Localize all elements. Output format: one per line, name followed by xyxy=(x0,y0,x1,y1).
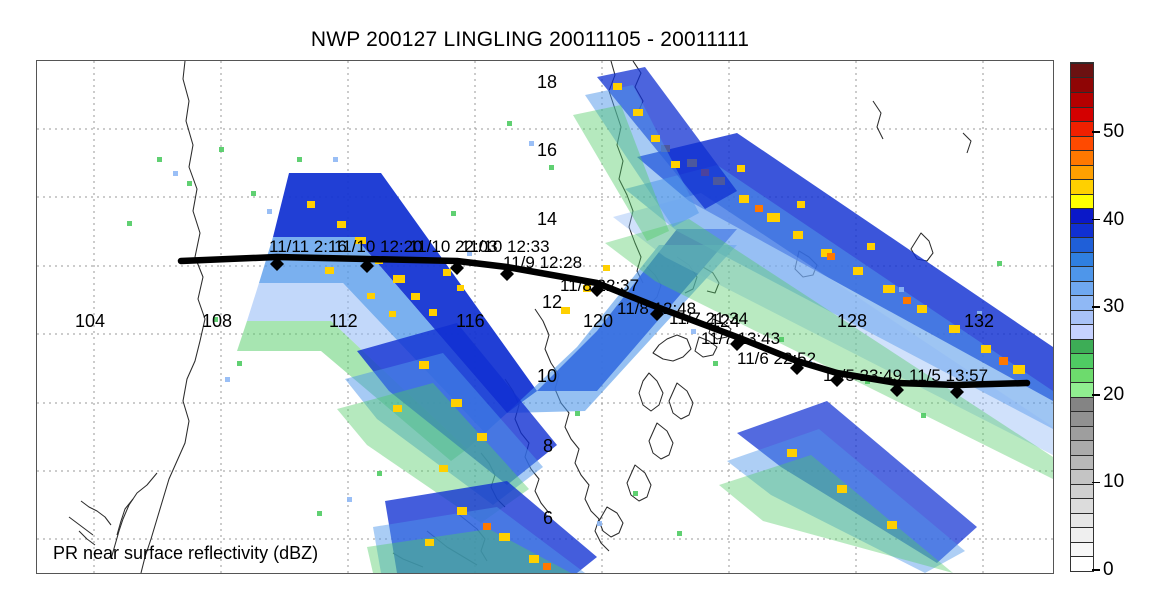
figure-title: NWP 200127 LINGLING 20011105 - 20011111 xyxy=(310,28,750,51)
colorbar-band-25 xyxy=(1071,193,1093,209)
colorbar-band-2 xyxy=(1071,527,1093,542)
colorbar-band-29 xyxy=(1071,135,1093,151)
colorbar-band-12 xyxy=(1071,382,1093,397)
colorbar-band-16 xyxy=(1071,324,1093,339)
track-label-10: 11/5 23:49 xyxy=(823,366,903,385)
lon-tick-112: 112 xyxy=(329,311,358,331)
lat-tick-8: 8 xyxy=(543,436,554,456)
lon-tick-120: 120 xyxy=(583,311,614,331)
colorbar-band-6 xyxy=(1071,469,1093,484)
track-label-7: 11/7 21:34 xyxy=(669,309,749,328)
map-plot-area xyxy=(37,61,1053,573)
colorbar-band-23 xyxy=(1071,222,1093,238)
lon-tick-128: 128 xyxy=(837,311,868,331)
track-label-4: 11/9 12:28 xyxy=(503,253,583,272)
track-label-2: 11/10 22:03 xyxy=(409,237,498,256)
colorbar-band-32 xyxy=(1071,91,1093,107)
track-label-3: 11/10 12:33 xyxy=(461,237,550,256)
colorbar-band-8 xyxy=(1071,440,1093,455)
lon-tick-132: 132 xyxy=(964,311,995,331)
colorbar-band-7 xyxy=(1071,454,1093,470)
colorbar-band-13 xyxy=(1071,367,1093,383)
colorbar-band-27 xyxy=(1071,164,1093,180)
track-label-5: 11/8 22:37 xyxy=(560,276,640,295)
colorbar-tick-30: 30 xyxy=(1092,297,1124,316)
colorbar-band-20 xyxy=(1071,266,1093,281)
colorbar-band-4 xyxy=(1071,498,1093,513)
colorbar-band-33 xyxy=(1071,77,1093,92)
track-label-0: 11/11 2:16 xyxy=(269,237,347,256)
colorbar-band-9 xyxy=(1071,425,1093,441)
lon-tick-104: 104 xyxy=(75,311,106,331)
lon-tick-124: 124 xyxy=(710,311,741,331)
map-axes[interactable]: 104 108 112 116 120 124 128 132 18 16 14… xyxy=(36,60,1054,574)
track-markers xyxy=(270,257,964,399)
reflectivity-swaths xyxy=(127,67,1053,573)
colorbar-tick-20: 20 xyxy=(1092,385,1124,404)
colorbar-band-11 xyxy=(1071,396,1093,412)
colorbar-band-3 xyxy=(1071,512,1093,528)
lon-tick-108: 108 xyxy=(202,311,233,331)
colorbar-band-21 xyxy=(1071,251,1093,267)
track-label-1: 11/10 12:20 xyxy=(334,237,423,256)
colorbar-band-19 xyxy=(1071,280,1093,296)
lat-tick-16: 16 xyxy=(537,140,558,160)
lat-tick-18: 18 xyxy=(537,72,558,92)
plot-caption: PR near surface reflectivity (dBZ) xyxy=(53,543,319,563)
colorbar-band-0 xyxy=(1071,556,1093,571)
colorbar-tick-50: 50 xyxy=(1092,122,1124,141)
track-label-6: 11/8 12:48 xyxy=(617,299,697,318)
colorbar-tick-10: 10 xyxy=(1092,472,1124,491)
colorbar-band-26 xyxy=(1071,179,1093,194)
colorbar-band-31 xyxy=(1071,106,1093,122)
track-label-8: 11/7 13:43 xyxy=(701,329,781,348)
lat-tick-6: 6 xyxy=(543,508,554,528)
colorbar[interactable] xyxy=(1070,62,1094,572)
colorbar-band-17 xyxy=(1071,309,1093,325)
colorbar-tick-0: 0 xyxy=(1092,560,1114,579)
colorbar-ticks: 0 10 20 30 40 50 xyxy=(1092,62,1162,579)
colorbar-band-22 xyxy=(1071,237,1093,252)
lat-tick-12: 12 xyxy=(542,292,563,312)
colorbar-band-24 xyxy=(1071,208,1093,223)
colorbar-band-34 xyxy=(1071,62,1093,78)
colorbar-band-15 xyxy=(1071,338,1093,354)
lat-tick-14: 14 xyxy=(537,209,558,229)
colorbar-band-1 xyxy=(1071,541,1093,557)
track-label-11: 11/5 13:57 xyxy=(909,366,989,385)
colorbar-band-5 xyxy=(1071,483,1093,499)
track-label-9: 11/6 22:52 xyxy=(737,349,817,368)
colorbar-tick-40: 40 xyxy=(1092,210,1124,229)
colorbar-band-28 xyxy=(1071,150,1093,165)
lon-tick-116: 116 xyxy=(456,311,485,331)
colorbar-band-14 xyxy=(1071,353,1093,368)
colorbar-band-18 xyxy=(1071,295,1093,310)
lat-tick-10: 10 xyxy=(537,366,558,386)
storm-track[interactable] xyxy=(177,253,1031,399)
colorbar-band-10 xyxy=(1071,411,1093,426)
colorbar-band-30 xyxy=(1071,121,1093,136)
